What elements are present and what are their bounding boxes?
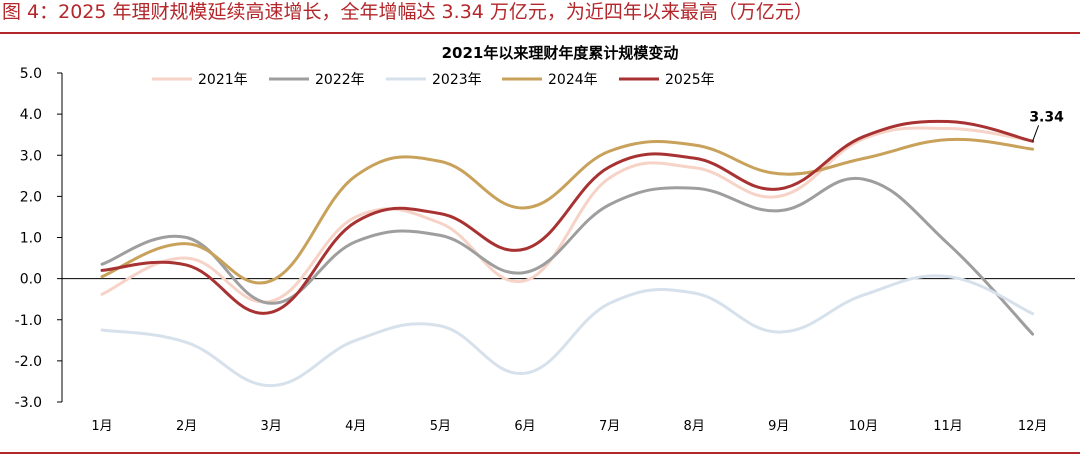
axes: 5.0 4.0 3.0 2.0 1.0 0.0 -1.0 -2.0 -3.0 1月 2月 3月 4月 5月… [15,66,1075,434]
x-tick-label: 1月 [91,419,112,434]
bottom-rule [0,452,1080,454]
legend-label: 2023年 [432,72,482,88]
y-tick-label: -3.0 [15,395,42,411]
x-tick-label: 12月 [1018,419,1048,434]
legend-label: 2021年 [198,72,248,88]
legend: 2021年 2022年 2023年 2024年 2025年 [152,72,715,88]
x-tick-label: 7月 [599,419,620,434]
series-layer [100,119,1035,388]
y-tick-label: 5.0 [20,66,42,82]
data-label-leader [1032,125,1040,142]
x-tick-label: 4月 [345,419,366,434]
series-line-2023 [100,274,1035,388]
series-line-2025 [100,119,1035,315]
chart-title: 2021年以来理财年度累计规模变动 [442,44,679,62]
x-tick-label: 9月 [768,419,789,434]
x-tick-label: 8月 [684,419,705,434]
x-tick-label: 11月 [933,419,963,434]
x-tick-label: 10月 [849,419,879,434]
y-tick-label: 2.0 [20,189,42,205]
y-tick-label: -2.0 [15,354,42,370]
y-tick-label: 1.0 [20,231,42,247]
y-tick-label: 0.0 [20,272,42,288]
y-tick-label: -1.0 [15,313,42,329]
legend-label: 2022年 [315,72,365,88]
legend-label: 2024年 [548,72,598,88]
x-tick-label: 2月 [176,419,197,434]
x-tick-label: 6月 [514,419,535,434]
figure-caption: 图 4：2025 年理财规模延续高速增长，全年增幅达 3.34 万亿元，为近四年… [2,1,813,23]
y-tick-label: 3.0 [20,148,42,164]
legend-label: 2025年 [665,72,715,88]
x-tick-label: 3月 [261,419,282,434]
x-tick-label: 5月 [430,419,451,434]
y-tick-label: 4.0 [20,107,42,123]
series-line-2024 [100,137,1035,285]
data-label: 3.34 [1029,109,1064,125]
top-rule [0,32,1080,34]
labels-layer: 3.34 [1029,109,1064,142]
series-line-2022 [100,176,1035,336]
